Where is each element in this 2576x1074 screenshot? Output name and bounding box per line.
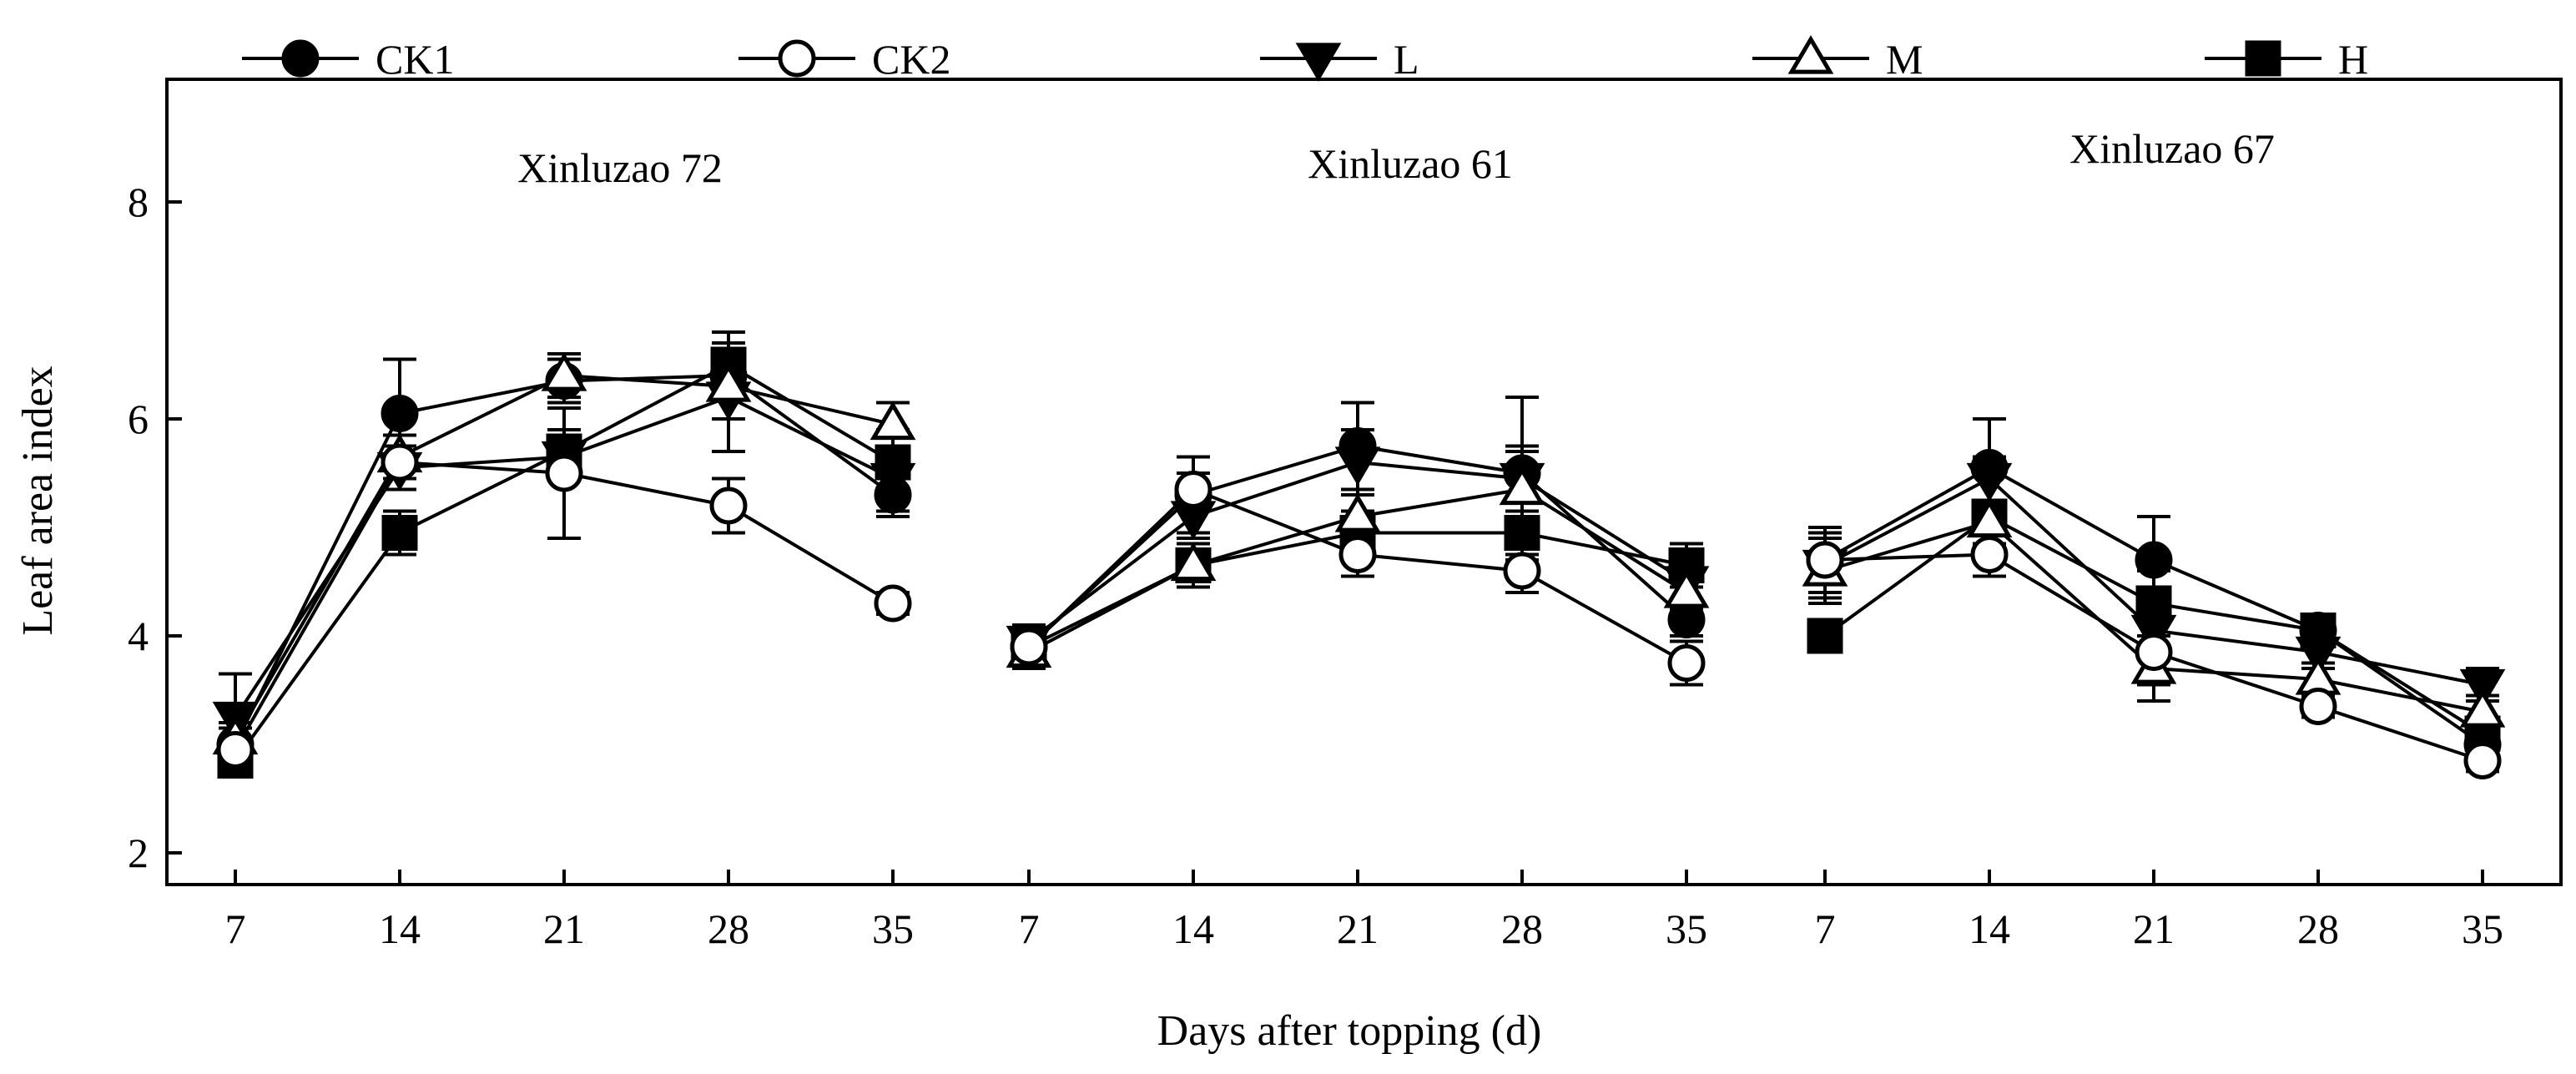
data-point-ck2 <box>2135 633 2173 671</box>
x-axis: 7 14 21 28 35 7 14 21 28 35 7 14 21 28 35 <box>225 870 2503 952</box>
y-tick-label: 2 <box>128 829 149 876</box>
data-point-ck2 <box>1338 536 1377 573</box>
data-point-h <box>2135 585 2172 622</box>
x-tick-label: 28 <box>1501 905 1543 952</box>
x-axis-title: Days after topping (d) <box>1157 1007 1542 1055</box>
data-point-h <box>1807 618 1843 654</box>
data-point-ck2 <box>381 443 419 482</box>
legend-marker-h <box>2245 40 2281 77</box>
panel-1: Xinluzao 72 <box>212 144 916 779</box>
data-point-l <box>870 462 916 502</box>
y-axis-title: Leaf area index <box>14 366 62 635</box>
data-point-ck2 <box>1174 471 1212 508</box>
x-tick-label: 14 <box>379 905 421 952</box>
data-point-l <box>2130 614 2177 654</box>
panel-title: Xinluzao 72 <box>517 144 723 191</box>
data-point-ck2 <box>1503 552 1541 590</box>
data-point-ck1 <box>381 395 419 432</box>
x-tick-label: 21 <box>2133 905 2175 952</box>
legend-label: CK1 <box>376 36 454 83</box>
legend-marker-ck2 <box>778 39 816 78</box>
panel-title: Xinluzao 61 <box>1308 140 1513 187</box>
data-point-ck2 <box>1806 541 1844 579</box>
legend-item-ck1: CK1 <box>242 36 454 83</box>
data-point-ck2 <box>216 731 255 769</box>
y-tick-label: 4 <box>128 613 149 659</box>
x-tick-label: 21 <box>543 905 585 952</box>
x-tick-label: 7 <box>1815 905 1836 952</box>
data-point-ck2 <box>545 454 583 492</box>
data-point-m <box>1499 466 1545 506</box>
data-point-l <box>1334 446 1381 486</box>
y-tick-label: 8 <box>128 179 149 225</box>
legend-label: CK2 <box>872 36 950 83</box>
x-tick-label: 28 <box>708 905 749 952</box>
y-axis: 2 4 6 8 <box>128 179 182 876</box>
data-point-m <box>2459 688 2506 728</box>
data-point-l <box>2295 636 2342 676</box>
panel-2: Xinluzao 61 <box>1006 140 1710 687</box>
legend-label: L <box>1394 36 1419 83</box>
legend-item-l: L <box>1260 36 1419 83</box>
data-point-m <box>1663 569 1710 608</box>
plot-frame <box>165 78 2563 886</box>
x-tick-label: 35 <box>2462 905 2503 952</box>
legend-marker-l <box>1295 43 1342 82</box>
data-point-h <box>1504 515 1540 551</box>
data-point-l <box>2459 668 2506 708</box>
data-point-m <box>1966 498 2013 538</box>
data-point-ck2 <box>709 487 748 525</box>
data-point-h <box>381 515 418 551</box>
plot-area: Xinluzao 72 Xinluzao 61 Xinluzao 67 <box>212 125 2506 779</box>
legend-item-ck2: CK2 <box>739 36 950 83</box>
panel-3: Xinluzao 67 <box>1802 125 2506 779</box>
data-point-m <box>541 352 587 391</box>
legend-marker-ck1 <box>281 39 320 78</box>
data-point-ck2 <box>1667 644 1706 682</box>
data-point-l <box>1966 462 2013 502</box>
x-tick-label: 35 <box>872 905 914 952</box>
data-point-ck2 <box>1970 536 2009 573</box>
data-point-ck1 <box>2135 541 2173 579</box>
y-tick-label: 6 <box>128 396 149 442</box>
data-point-m <box>1334 493 1381 532</box>
legend-marker-m <box>1787 35 1834 74</box>
legend-label: H <box>2338 36 2368 83</box>
x-tick-label: 14 <box>1172 905 1214 952</box>
data-point-m <box>1170 542 1217 582</box>
x-tick-label: 21 <box>1337 905 1379 952</box>
legend-label: M <box>1886 36 1923 83</box>
legend-item-m: M <box>1752 35 1923 83</box>
data-point-ck2 <box>874 584 912 623</box>
data-point-ck2 <box>2299 688 2337 725</box>
data-point-ck2 <box>2463 742 2502 779</box>
legend: CK1 CK2 L M H <box>242 35 2368 83</box>
data-point-ck2 <box>1010 628 1048 666</box>
x-tick-label: 7 <box>1019 905 1040 952</box>
legend-item-h: H <box>2205 36 2368 83</box>
x-tick-label: 14 <box>1969 905 2010 952</box>
x-tick-label: 35 <box>1666 905 1707 952</box>
x-tick-label: 28 <box>2297 905 2339 952</box>
data-point-m <box>870 401 916 441</box>
panel-title: Xinluzao 67 <box>2069 125 2275 172</box>
data-point-m <box>705 363 752 402</box>
x-tick-label: 7 <box>225 905 246 952</box>
